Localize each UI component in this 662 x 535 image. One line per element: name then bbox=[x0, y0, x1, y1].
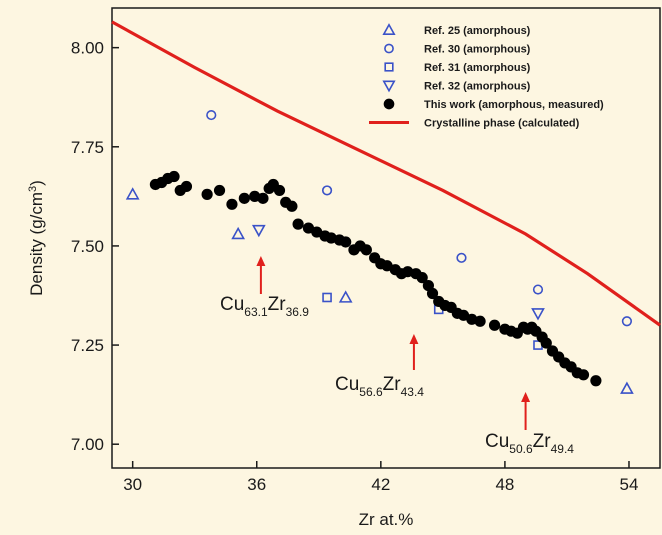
point-ref-25-amorphous bbox=[125, 187, 140, 200]
legend-label: This work (amorphous, measured) bbox=[424, 99, 604, 111]
annotation-element: Zr bbox=[268, 294, 287, 315]
annotation-element: Cu bbox=[335, 374, 359, 395]
point-this-work-amorphous-measured bbox=[180, 180, 193, 193]
annotation-label: Cu63.1Zr36.9 bbox=[220, 294, 309, 319]
point-this-work-amorphous-measured bbox=[488, 319, 501, 331]
y-axis-title-sup: 3 bbox=[27, 186, 39, 192]
data-points bbox=[125, 109, 634, 394]
legend-label: Ref. 32 (amorphous) bbox=[424, 81, 531, 93]
legend-marker bbox=[383, 98, 395, 110]
legend-marker bbox=[384, 43, 394, 54]
point-ref-31-amorphous bbox=[322, 292, 332, 303]
x-axis: 30 36 42 48 54 bbox=[123, 461, 638, 494]
legend-marker bbox=[384, 62, 394, 72]
y-tick-label: 7.25 bbox=[71, 336, 104, 355]
annotation-subscript: 50.6 bbox=[509, 442, 533, 456]
point-this-work-amorphous-measured bbox=[226, 198, 238, 210]
annotation-arrowhead bbox=[256, 256, 266, 266]
crystalline-line bbox=[111, 20, 661, 327]
plot-frame bbox=[111, 7, 661, 469]
x-tick-label: 30 bbox=[123, 475, 142, 494]
annotation-element: Cu bbox=[220, 294, 244, 315]
point-ref-30-amorphous bbox=[621, 316, 633, 327]
point-ref-32-amorphous bbox=[251, 224, 266, 238]
point-ref-25-amorphous bbox=[231, 226, 246, 240]
annotation-subscript: 56.6 bbox=[359, 385, 383, 399]
point-this-work-amorphous-measured bbox=[416, 272, 428, 284]
point-this-work-amorphous-measured bbox=[340, 236, 352, 248]
point-this-work-amorphous-measured bbox=[540, 337, 552, 349]
annotation-element: Zr bbox=[383, 374, 402, 395]
point-this-work-amorphous-measured bbox=[474, 315, 486, 327]
y-tick-label: 8.00 bbox=[71, 39, 104, 58]
y-tick-label: 7.75 bbox=[71, 138, 104, 157]
point-this-work-amorphous-measured bbox=[292, 218, 304, 230]
y-tick-label: 7.00 bbox=[71, 435, 104, 454]
annotation-element: Cu bbox=[485, 431, 509, 452]
y-axis-title-close: ) bbox=[27, 180, 46, 186]
x-tick-label: 36 bbox=[247, 475, 266, 494]
y-axis-title-base: Density (g/cm bbox=[27, 192, 46, 296]
point-ref-30-amorphous bbox=[532, 284, 544, 295]
annotation-subscript: 36.9 bbox=[286, 305, 310, 319]
point-this-work-amorphous-measured bbox=[286, 200, 298, 212]
x-tick-label: 42 bbox=[371, 475, 390, 494]
annotation-label: Cu50.6Zr49.4 bbox=[485, 431, 574, 456]
point-this-work-amorphous-measured bbox=[590, 375, 602, 387]
annotation-arrowhead bbox=[409, 334, 419, 344]
point-ref-30-amorphous bbox=[206, 109, 217, 121]
legend-label: Ref. 31 (amorphous) bbox=[424, 62, 531, 74]
point-this-work-amorphous-measured bbox=[213, 184, 226, 197]
x-axis-title: Zr at.% bbox=[359, 510, 414, 529]
legend-marker bbox=[382, 23, 396, 35]
point-this-work-amorphous-measured bbox=[257, 192, 269, 204]
annotation-label: Cu56.6Zr43.4 bbox=[335, 374, 424, 399]
y-axis: 7.00 7.25 7.50 7.75 8.00 bbox=[71, 39, 119, 454]
point-this-work-amorphous-measured bbox=[273, 184, 286, 197]
point-ref-25-amorphous bbox=[620, 381, 634, 394]
point-this-work-amorphous-measured bbox=[201, 188, 213, 200]
point-this-work-amorphous-measured bbox=[238, 192, 250, 204]
x-tick-label: 48 bbox=[495, 475, 514, 494]
legend-label: Crystalline phase (calculated) bbox=[424, 118, 580, 130]
legend: Ref. 25 (amorphous) Ref. 30 (amorphous) Re… bbox=[369, 23, 604, 130]
y-axis-title: Density (g/cm3) bbox=[27, 180, 46, 296]
y-tick-label: 7.50 bbox=[71, 237, 104, 256]
point-ref-30-amorphous bbox=[456, 252, 467, 263]
crystalline-series bbox=[111, 20, 661, 327]
point-ref-25-amorphous bbox=[338, 290, 353, 303]
point-this-work-amorphous-measured bbox=[426, 287, 439, 300]
legend-label: Ref. 30 (amorphous) bbox=[424, 44, 531, 56]
point-this-work-amorphous-measured bbox=[360, 244, 372, 256]
x-tick-label: 54 bbox=[620, 475, 639, 494]
point-ref-32-amorphous bbox=[531, 308, 545, 321]
point-this-work-amorphous-measured bbox=[168, 170, 180, 183]
annotation-subscript: 49.4 bbox=[551, 442, 575, 456]
legend-label: Ref. 25 (amorphous) bbox=[424, 25, 531, 37]
annotation-element: Zr bbox=[533, 431, 552, 452]
point-ref-30-amorphous bbox=[321, 185, 333, 196]
annotation-subscript: 43.4 bbox=[401, 385, 425, 399]
point-this-work-amorphous-measured bbox=[577, 369, 590, 381]
annotation-arrowhead bbox=[521, 392, 531, 402]
legend-marker bbox=[382, 80, 396, 93]
annotation-subscript: 63.1 bbox=[244, 305, 268, 319]
